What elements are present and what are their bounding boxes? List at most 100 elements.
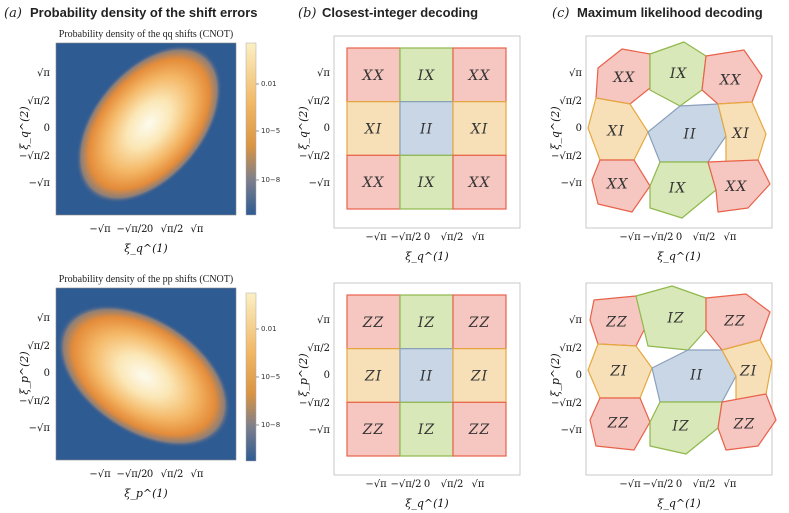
ml-decoding-cell-label: XX: [719, 73, 742, 89]
ml-decoding-cell: [707, 159, 771, 213]
axis-label: ξ_q^(2): [549, 106, 562, 149]
ml-decoding-cell-label: IZ: [666, 311, 684, 327]
decoding-cell-label: XX: [362, 175, 385, 191]
x-tick-label: −√π/2: [116, 469, 147, 480]
decoding-cell-label: ZZ: [362, 315, 384, 331]
closest-integer-grid-bottom: ZZ IZ ZZ ZI II ZI ZZ IZ ZZ: [346, 294, 507, 457]
density-top-title: Probability density of the qq shifts (CN…: [59, 29, 233, 40]
ml-decoding-cell-label: XX: [724, 179, 747, 195]
ml-decoding-cell-label: XI: [606, 123, 625, 139]
decoding-cell-label: II: [419, 122, 433, 138]
y-tick-label: √π/2: [559, 96, 582, 107]
y-tick-label: −√π/2: [19, 396, 50, 407]
colorbar-top-gradient: [245, 42, 257, 216]
x-tick-label: −√π/2: [390, 479, 421, 490]
decoding-cell-label: II: [419, 369, 433, 385]
decoding-cell-label: ZZ: [362, 422, 384, 438]
colorbar-top: 0.01 10−5 10−8: [245, 42, 280, 216]
decoding-cell: [452, 401, 507, 457]
decoding-cell-label: IZ: [417, 315, 435, 331]
panel-c-title: Maximum likelihood decoding: [577, 5, 763, 20]
y-tick-label: −√π/2: [551, 398, 582, 409]
density-plot-qq: [55, 42, 237, 216]
colorbar-bottom: 0.01 10−5 10−8: [245, 292, 280, 462]
x-tick-label: √π/2: [161, 469, 184, 480]
x-tick-label: 0: [147, 224, 153, 235]
y-tick-label: √π/2: [307, 96, 330, 107]
y-tick-label: −√π: [309, 178, 331, 189]
x-tick-label: −√π: [619, 232, 641, 243]
decoding-cell-label: XI: [470, 122, 489, 138]
x-tick-label: √π: [191, 224, 204, 235]
closest-integer-grid-top: XX IX XX XI II XI XX IX XX: [346, 47, 507, 210]
colorbar-top-tick-1: 10−5: [261, 127, 280, 135]
decoding-cell-label: IZ: [417, 422, 435, 438]
y-tick-label: 0: [576, 123, 582, 134]
y-tick-label: −√π: [309, 425, 331, 436]
y-tick-label: −√π/2: [299, 398, 330, 409]
axis-label: ξ_p^(2): [549, 353, 562, 396]
x-tick-label: −√π/2: [116, 224, 147, 235]
axis-label: ξ_q^(1): [657, 497, 700, 510]
panel-b-heading: (b) Closest-integer decoding: [298, 5, 478, 21]
x-tick-label: 0: [424, 232, 430, 243]
axis-label: ξ_q^(1): [657, 250, 700, 263]
decoding-cell-label: ZI: [364, 369, 382, 385]
density-blob-pp: [57, 304, 231, 448]
y-tick-label: √π: [37, 68, 50, 79]
decoding-cell: [399, 47, 454, 103]
ml-decoding-cell-label: ZZ: [723, 314, 745, 330]
ml-decoding-cell-label: IX: [668, 181, 687, 197]
panel-a-label: (a): [4, 6, 22, 21]
decoding-cell: [346, 401, 401, 457]
y-tick-label: −√π/2: [299, 151, 330, 162]
ml-decoding-cell-label: ZZ: [605, 314, 627, 330]
decoding-cell: [346, 101, 401, 156]
decoding-cell: [452, 47, 507, 103]
panel-b-title: Closest-integer decoding: [322, 5, 478, 20]
decoding-cell: [399, 154, 454, 210]
y-tick-label: √π/2: [307, 343, 330, 354]
colorbar-bottom-gradient: [245, 292, 257, 462]
colorbar-bottom-tick-0: 0.01: [261, 325, 277, 333]
y-tick-label: 0: [44, 368, 50, 379]
ml-decoding-cell-label: XX: [612, 70, 635, 86]
x-tick-label: √π: [472, 232, 485, 243]
x-tick-label: −√π/2: [390, 232, 421, 243]
x-tick-label: √π: [191, 469, 204, 480]
decoding-cell: [399, 401, 454, 457]
decoding-cell: [452, 101, 507, 156]
x-tick-label: −√π: [365, 232, 387, 243]
x-tick-label: −√π: [89, 224, 111, 235]
ml-decoding-cell: [717, 393, 777, 451]
colorbar-bottom-tick-1: 10−5: [261, 373, 280, 381]
ml-decoding-cell-label: ZI: [739, 363, 757, 379]
x-tick-label: √π/2: [693, 479, 716, 490]
axis-label: ξ_p^(2): [18, 351, 31, 394]
axis-label: ξ_p^(1): [124, 487, 167, 500]
ml-decoding-cell-label: XI: [731, 126, 750, 142]
colorbar-bottom-tick-2: 10−8: [261, 421, 280, 429]
axis-label: ξ_q^(2): [297, 106, 310, 149]
x-tick-label: −√π: [365, 479, 387, 490]
axis-label: ξ_q^(1): [124, 242, 167, 255]
y-tick-label: 0: [576, 370, 582, 381]
decoding-cell: [452, 294, 507, 350]
y-tick-label: 0: [44, 123, 50, 134]
x-tick-label: 0: [424, 479, 430, 490]
decoding-cell: [346, 348, 401, 403]
y-tick-label: √π: [37, 313, 50, 324]
colorbar-top-tick-2: 10−8: [261, 176, 280, 184]
y-tick-label: −√π: [29, 423, 51, 434]
y-tick-label: 0: [324, 123, 330, 134]
x-tick-label: √π/2: [693, 232, 716, 243]
decoding-cell-label: IX: [417, 175, 436, 191]
ml-decoding-cell: [591, 159, 651, 213]
x-tick-label: −√π: [89, 469, 111, 480]
axis-ticks: −√π −√π/2 0 √π/2 √π√π√π/20−√π/2−√πξ_q^(1)ξ_q…: [18, 68, 737, 510]
axis-label: ξ_p^(2): [297, 353, 310, 396]
axis-label: ξ_q^(1): [405, 497, 448, 510]
ml-decoding-cell-label: IX: [669, 66, 688, 82]
y-tick-label: −√π: [29, 178, 51, 189]
x-tick-label: √π/2: [441, 232, 464, 243]
